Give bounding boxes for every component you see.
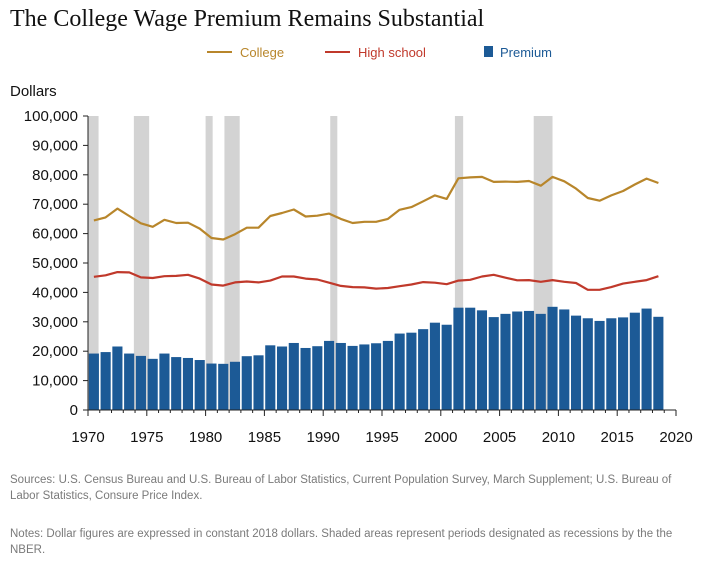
premium-bar-2003 bbox=[476, 310, 488, 410]
x-tick-label-2015: 2015 bbox=[601, 429, 634, 446]
premium-bar-2008 bbox=[535, 313, 546, 410]
premium-bar-1978 bbox=[182, 357, 194, 410]
legend-premium-label: Premium bbox=[500, 45, 552, 60]
premium-bar-1992 bbox=[347, 345, 358, 410]
recession-band-0 bbox=[88, 116, 99, 410]
premium-bar-2010 bbox=[559, 309, 570, 410]
premium-bar-1982 bbox=[229, 361, 241, 410]
line-college bbox=[93, 175, 659, 241]
premium-bar-1977 bbox=[171, 357, 182, 410]
premium-bar-2012 bbox=[582, 318, 593, 410]
x-tick-label-2010: 2010 bbox=[542, 429, 575, 446]
premium-bar-2016 bbox=[629, 312, 640, 410]
legend-premium-swatch bbox=[484, 46, 493, 57]
y-tick-label-5: 50,000 bbox=[32, 255, 78, 272]
chart-title: The College Wage Premium Remains Substan… bbox=[10, 6, 485, 32]
premium-bar-1990 bbox=[324, 340, 335, 410]
axes: 0 10,000 20,000 30,000 40,000 50,000 60,000 70,… bbox=[24, 108, 693, 446]
premium-bar-1976 bbox=[159, 353, 170, 410]
recession-band-5 bbox=[454, 116, 464, 410]
premium-bar-1975 bbox=[147, 358, 158, 410]
chart-svg: College High school Premium Dollars 0 10,… bbox=[10, 45, 693, 446]
legend-high-school-label: High school bbox=[358, 45, 426, 60]
premium-bar-1985 bbox=[265, 345, 276, 410]
premium-bar-2005 bbox=[500, 313, 511, 410]
premium-bar-1983 bbox=[241, 356, 252, 410]
y-axis-title: Dollars bbox=[10, 83, 57, 100]
y-tick-label-7: 70,000 bbox=[32, 196, 78, 213]
premium-bar-1973 bbox=[124, 353, 135, 410]
premium-bar-2018 bbox=[653, 316, 664, 410]
premium-bar-2017 bbox=[641, 308, 652, 410]
recession-band-2 bbox=[205, 116, 213, 410]
premium-bar-1987 bbox=[288, 342, 299, 410]
x-tick-label-1980: 1980 bbox=[189, 429, 222, 446]
premium-bar-2006 bbox=[512, 311, 523, 410]
y-tick-label-3: 30,000 bbox=[32, 314, 78, 331]
recession-band-3 bbox=[224, 116, 240, 410]
x-tick-label-1975: 1975 bbox=[130, 429, 163, 446]
premium-bars bbox=[88, 306, 664, 410]
y-tick-label-8: 80,000 bbox=[32, 167, 78, 184]
y-tick-label-9: 90,000 bbox=[32, 137, 78, 154]
premium-bar-2009 bbox=[547, 306, 558, 410]
premium-bar-1997 bbox=[406, 332, 417, 410]
premium-bar-1996 bbox=[394, 333, 405, 410]
legend-college-label: College bbox=[240, 45, 284, 60]
premium-bar-1979 bbox=[194, 360, 205, 410]
y-tick-label-4: 40,000 bbox=[32, 284, 78, 301]
premium-bar-1974 bbox=[135, 355, 146, 410]
x-tick-label-1985: 1985 bbox=[248, 429, 281, 446]
x-tick-label-1970: 1970 bbox=[71, 429, 104, 446]
premium-bar-1994 bbox=[371, 343, 382, 410]
x-tick-label-2020: 2020 bbox=[659, 429, 692, 446]
premium-bar-1991 bbox=[335, 342, 346, 410]
premium-bar-2004 bbox=[488, 317, 499, 410]
recession-band-1 bbox=[133, 116, 150, 410]
premium-bar-1989 bbox=[312, 346, 323, 410]
y-tick-label-0: 0 bbox=[70, 402, 78, 419]
premium-bar-2002 bbox=[465, 307, 476, 410]
y-tick-label-10: 100,000 bbox=[24, 108, 78, 125]
premium-bar-1995 bbox=[382, 340, 393, 410]
premium-bar-1980 bbox=[206, 363, 217, 410]
premium-bar-2001 bbox=[453, 307, 464, 410]
premium-bar-2014 bbox=[606, 318, 617, 410]
premium-bar-1993 bbox=[359, 344, 370, 410]
legend: College High school Premium bbox=[207, 45, 552, 60]
premium-bar-1981 bbox=[218, 363, 229, 410]
x-tick-label-1995: 1995 bbox=[365, 429, 398, 446]
premium-bar-2015 bbox=[618, 317, 629, 410]
premium-bar-2011 bbox=[570, 315, 582, 410]
y-tick-label-6: 60,000 bbox=[32, 226, 78, 243]
premium-bar-2007 bbox=[523, 310, 535, 410]
premium-bar-2000 bbox=[441, 324, 452, 410]
premium-bar-1984 bbox=[253, 355, 264, 410]
y-tick-label-1: 10,000 bbox=[32, 373, 78, 390]
premium-bar-1998 bbox=[418, 329, 429, 410]
premium-bar-1972 bbox=[112, 346, 123, 410]
premium-bar-1988 bbox=[300, 347, 311, 410]
premium-bar-1971 bbox=[100, 352, 111, 410]
recession-band-4 bbox=[330, 116, 338, 410]
y-tick-label-2: 20,000 bbox=[32, 343, 78, 360]
notes-note: Notes: Dollar figures are expressed in c… bbox=[10, 528, 673, 556]
x-tick-label-2005: 2005 bbox=[483, 429, 516, 446]
premium-bar-1986 bbox=[276, 346, 288, 410]
x-tick-label-1990: 1990 bbox=[307, 429, 340, 446]
x-tick-label-2000: 2000 bbox=[424, 429, 457, 446]
line-high-school bbox=[93, 271, 659, 291]
premium-bar-2013 bbox=[594, 320, 605, 410]
lines bbox=[93, 175, 659, 291]
premium-bar-1970 bbox=[88, 353, 99, 410]
premium-bar-1999 bbox=[429, 322, 440, 410]
sources-note: Sources: U.S. Census Bureau and U.S. Bur… bbox=[10, 474, 672, 502]
